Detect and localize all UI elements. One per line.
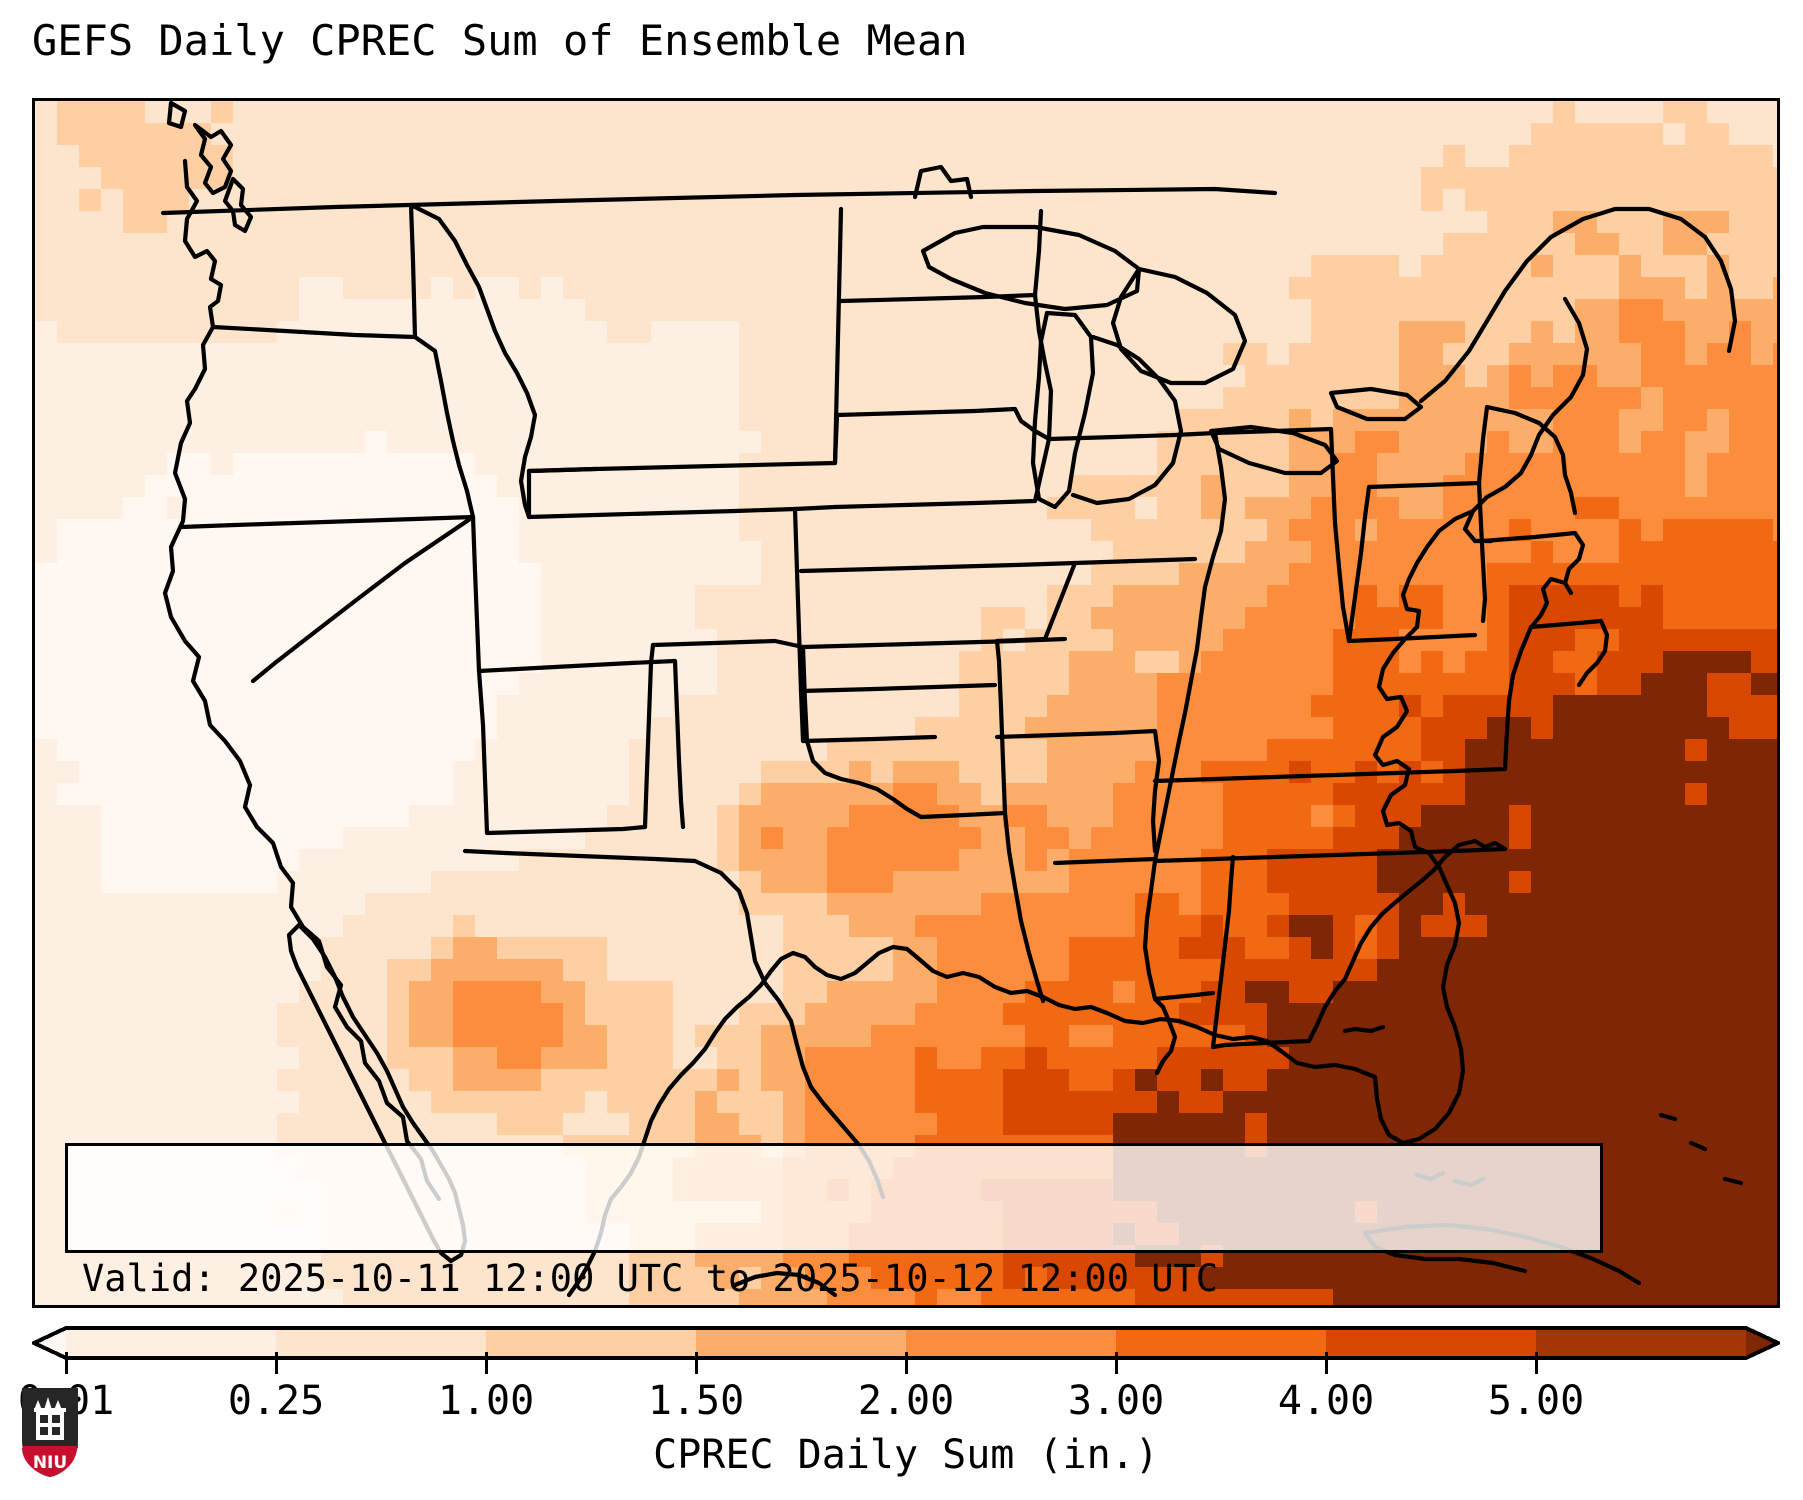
niu-logo: NIU bbox=[22, 1388, 78, 1477]
colorbar-axis-label: CPREC Daily Sum (in.) bbox=[653, 1432, 1159, 1478]
colorbar-tick bbox=[1324, 1352, 1328, 1374]
colorbar-tick-label: 1.00 bbox=[437, 1378, 535, 1424]
colorbar-tick bbox=[904, 1352, 908, 1374]
colorbar-tick-label: 1.50 bbox=[647, 1378, 745, 1424]
colorbar-tick-label: 5.00 bbox=[1487, 1378, 1585, 1424]
colorbar-tick-label: 3.00 bbox=[1067, 1378, 1165, 1424]
colorbar-tick bbox=[274, 1352, 278, 1374]
info-valid-line: Valid: 2025-10-11 12:00 UTC to 2025-10-1… bbox=[82, 1257, 1219, 1300]
colorbar-tick bbox=[694, 1352, 698, 1374]
colorbar-tick-label: 4.00 bbox=[1277, 1378, 1375, 1424]
niu-logo-text: NIU bbox=[33, 1453, 67, 1473]
page-title: GEFS Daily CPREC Sum of Ensemble Mean bbox=[32, 16, 968, 65]
colorbar-tick bbox=[484, 1352, 488, 1374]
colorbar-tick bbox=[1534, 1352, 1538, 1374]
colorbar[interactable] bbox=[32, 1326, 1780, 1360]
colorbar-tick bbox=[1114, 1352, 1118, 1374]
map-panel: Valid: 2025-10-11 12:00 UTC to 2025-10-1… bbox=[32, 98, 1780, 1308]
colorbar-tick-label: 0.25 bbox=[227, 1378, 325, 1424]
colorbar-tick bbox=[64, 1352, 68, 1374]
info-box: Valid: 2025-10-11 12:00 UTC to 2025-10-1… bbox=[65, 1143, 1603, 1300]
colorbar-axis bbox=[32, 1352, 1780, 1378]
precipitation-heatmap bbox=[35, 101, 1777, 1305]
colorbar-gradient[interactable] bbox=[32, 1326, 1780, 1360]
colorbar-tick-label: 2.00 bbox=[857, 1378, 955, 1424]
colorbar-tick-labels: 0.010.251.001.502.003.004.005.00 bbox=[0, 1378, 1803, 1432]
